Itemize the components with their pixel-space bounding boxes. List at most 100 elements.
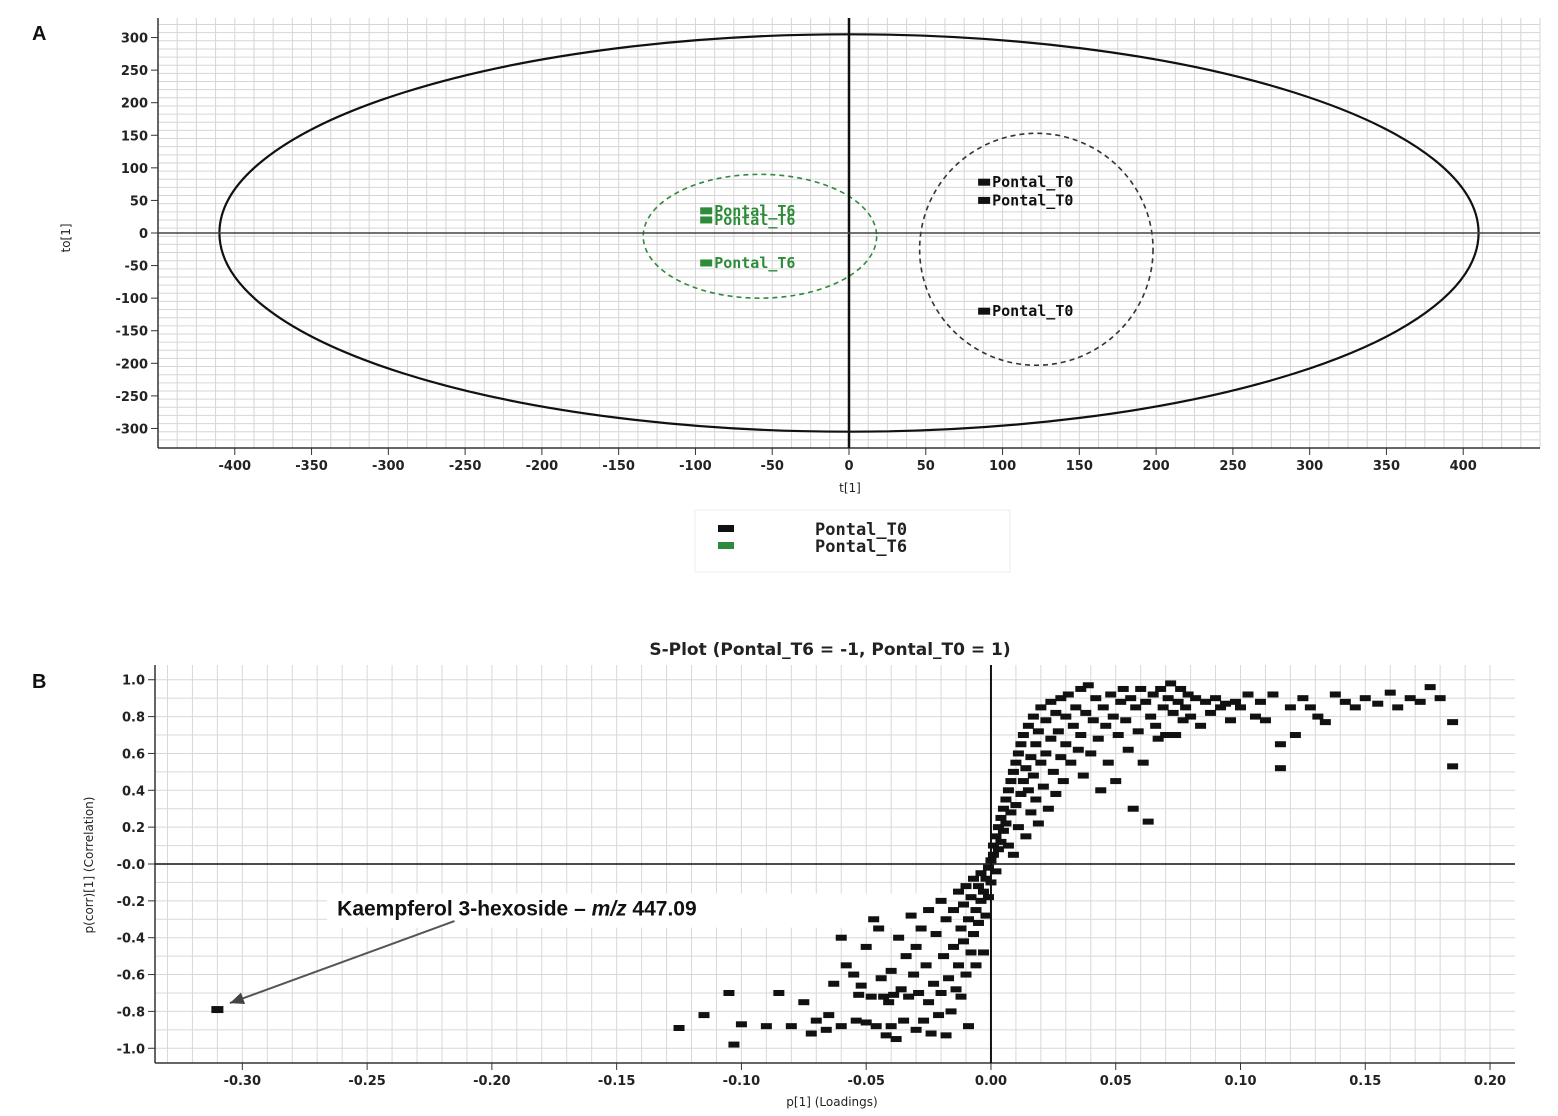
loading-point — [913, 989, 925, 996]
s-plot-panel: B S-Plot (Pontal_T6 = -1, Pontal_T0 = 1)… — [32, 640, 1515, 1109]
loading-point — [840, 962, 852, 969]
y-tick-label: 0.4 — [122, 784, 145, 799]
loading-point — [1152, 735, 1164, 742]
score-point — [700, 207, 713, 215]
annotation-arrow-line — [229, 920, 455, 1005]
loading-point — [1035, 704, 1047, 711]
x-tick-label: -0.15 — [598, 1074, 635, 1089]
loading-point — [1172, 698, 1184, 705]
y-tick-label: -0.2 — [117, 895, 145, 910]
annotation-mz: m/z — [592, 898, 628, 921]
loading-point — [1235, 704, 1247, 711]
loading-point — [1205, 709, 1217, 716]
x-tick-label: 150 — [1066, 459, 1093, 474]
x-tick-label: 300 — [1296, 459, 1323, 474]
loading-point — [980, 875, 992, 882]
loading-point — [1195, 722, 1207, 729]
loading-point — [1107, 713, 1119, 720]
score-point-label: Pontal_T0 — [992, 191, 1073, 209]
loading-point — [1097, 704, 1109, 711]
s-plot-xlabel: p[1] (Loadings) — [786, 1095, 877, 1109]
loading-point — [980, 912, 992, 919]
y-tick-label: 200 — [121, 97, 148, 112]
loading-point — [965, 894, 977, 901]
loading-point — [1177, 717, 1189, 724]
loading-point — [925, 1030, 937, 1037]
score-point-label: Pontal_T6 — [714, 211, 795, 229]
loading-point — [1249, 713, 1261, 720]
loading-point — [1090, 695, 1102, 702]
annotation-arrowhead — [229, 992, 246, 1004]
loading-point — [1000, 820, 1012, 827]
y-tick-label: -0.0 — [117, 858, 145, 873]
loading-point — [828, 980, 840, 987]
loading-point — [930, 931, 942, 938]
y-tick-label: -200 — [115, 357, 148, 372]
loading-point — [1185, 713, 1197, 720]
loading-point — [895, 986, 907, 993]
loading-point — [1447, 763, 1459, 770]
x-tick-label: -350 — [295, 459, 328, 474]
loading-point — [1002, 787, 1014, 794]
loading-point — [1030, 741, 1042, 748]
loading-point — [997, 805, 1009, 812]
loading-point — [990, 868, 1002, 875]
score-plot-axes — [157, 18, 1540, 449]
loading-point — [1027, 713, 1039, 720]
loading-point — [1052, 728, 1064, 735]
loading-point — [1082, 682, 1094, 689]
loading-point — [1132, 728, 1144, 735]
loading-point — [935, 897, 947, 904]
panel-label-b: B — [32, 671, 46, 693]
x-tick-label: -0.25 — [348, 1074, 385, 1089]
loading-point — [1274, 765, 1286, 772]
score-point-label: Pontal_T0 — [992, 302, 1073, 320]
loading-point — [1042, 805, 1054, 812]
y-tick-label: 100 — [121, 162, 148, 177]
loading-point — [1075, 732, 1087, 739]
annotation-backdrop — [327, 893, 948, 928]
s-plot-axes — [154, 665, 1515, 1064]
loading-point — [940, 1032, 952, 1039]
loading-point — [865, 993, 877, 1000]
loading-point — [1117, 685, 1129, 692]
loading-point — [1035, 759, 1047, 766]
loading-point — [885, 1023, 897, 1030]
loading-point — [1055, 754, 1067, 761]
y-tick-label: -50 — [125, 260, 149, 275]
loading-point — [1142, 818, 1154, 825]
loading-point — [975, 870, 987, 877]
x-tick-label: 250 — [1219, 459, 1246, 474]
legend-box — [694, 509, 1011, 573]
score-point — [978, 178, 991, 186]
y-tick-label: -300 — [115, 422, 148, 437]
x-tick-label: 350 — [1373, 459, 1400, 474]
loading-point — [1155, 685, 1167, 692]
loading-point — [1130, 704, 1142, 711]
loading-point — [1020, 765, 1032, 772]
y-tick-label: 1.0 — [122, 674, 145, 689]
loading-point — [1447, 719, 1459, 726]
loading-point — [995, 838, 1007, 845]
loading-point — [1002, 842, 1014, 849]
loading-point — [1140, 698, 1152, 705]
loading-point — [1150, 722, 1162, 729]
loading-point — [1012, 750, 1024, 757]
loading-point — [923, 907, 935, 914]
loading-point — [1112, 732, 1124, 739]
loading-point — [735, 1021, 747, 1028]
loading-point — [773, 989, 785, 996]
x-tick-label: 50 — [917, 459, 935, 474]
loading-point — [1135, 685, 1147, 692]
x-tick-label: 0 — [844, 459, 853, 474]
score-plot-points: Pontal_T0Pontal_T0Pontal_T0Pontal_T6Pont… — [700, 173, 1073, 320]
loading-point — [885, 967, 897, 974]
y-tick-label: -250 — [115, 390, 148, 405]
loading-point — [985, 879, 997, 886]
loading-point — [673, 1024, 685, 1031]
loading-point — [1032, 728, 1044, 735]
loading-point — [1434, 695, 1446, 702]
annotation-prefix: Kaempferol 3-hexoside – — [337, 898, 591, 921]
loading-point — [1105, 691, 1117, 698]
